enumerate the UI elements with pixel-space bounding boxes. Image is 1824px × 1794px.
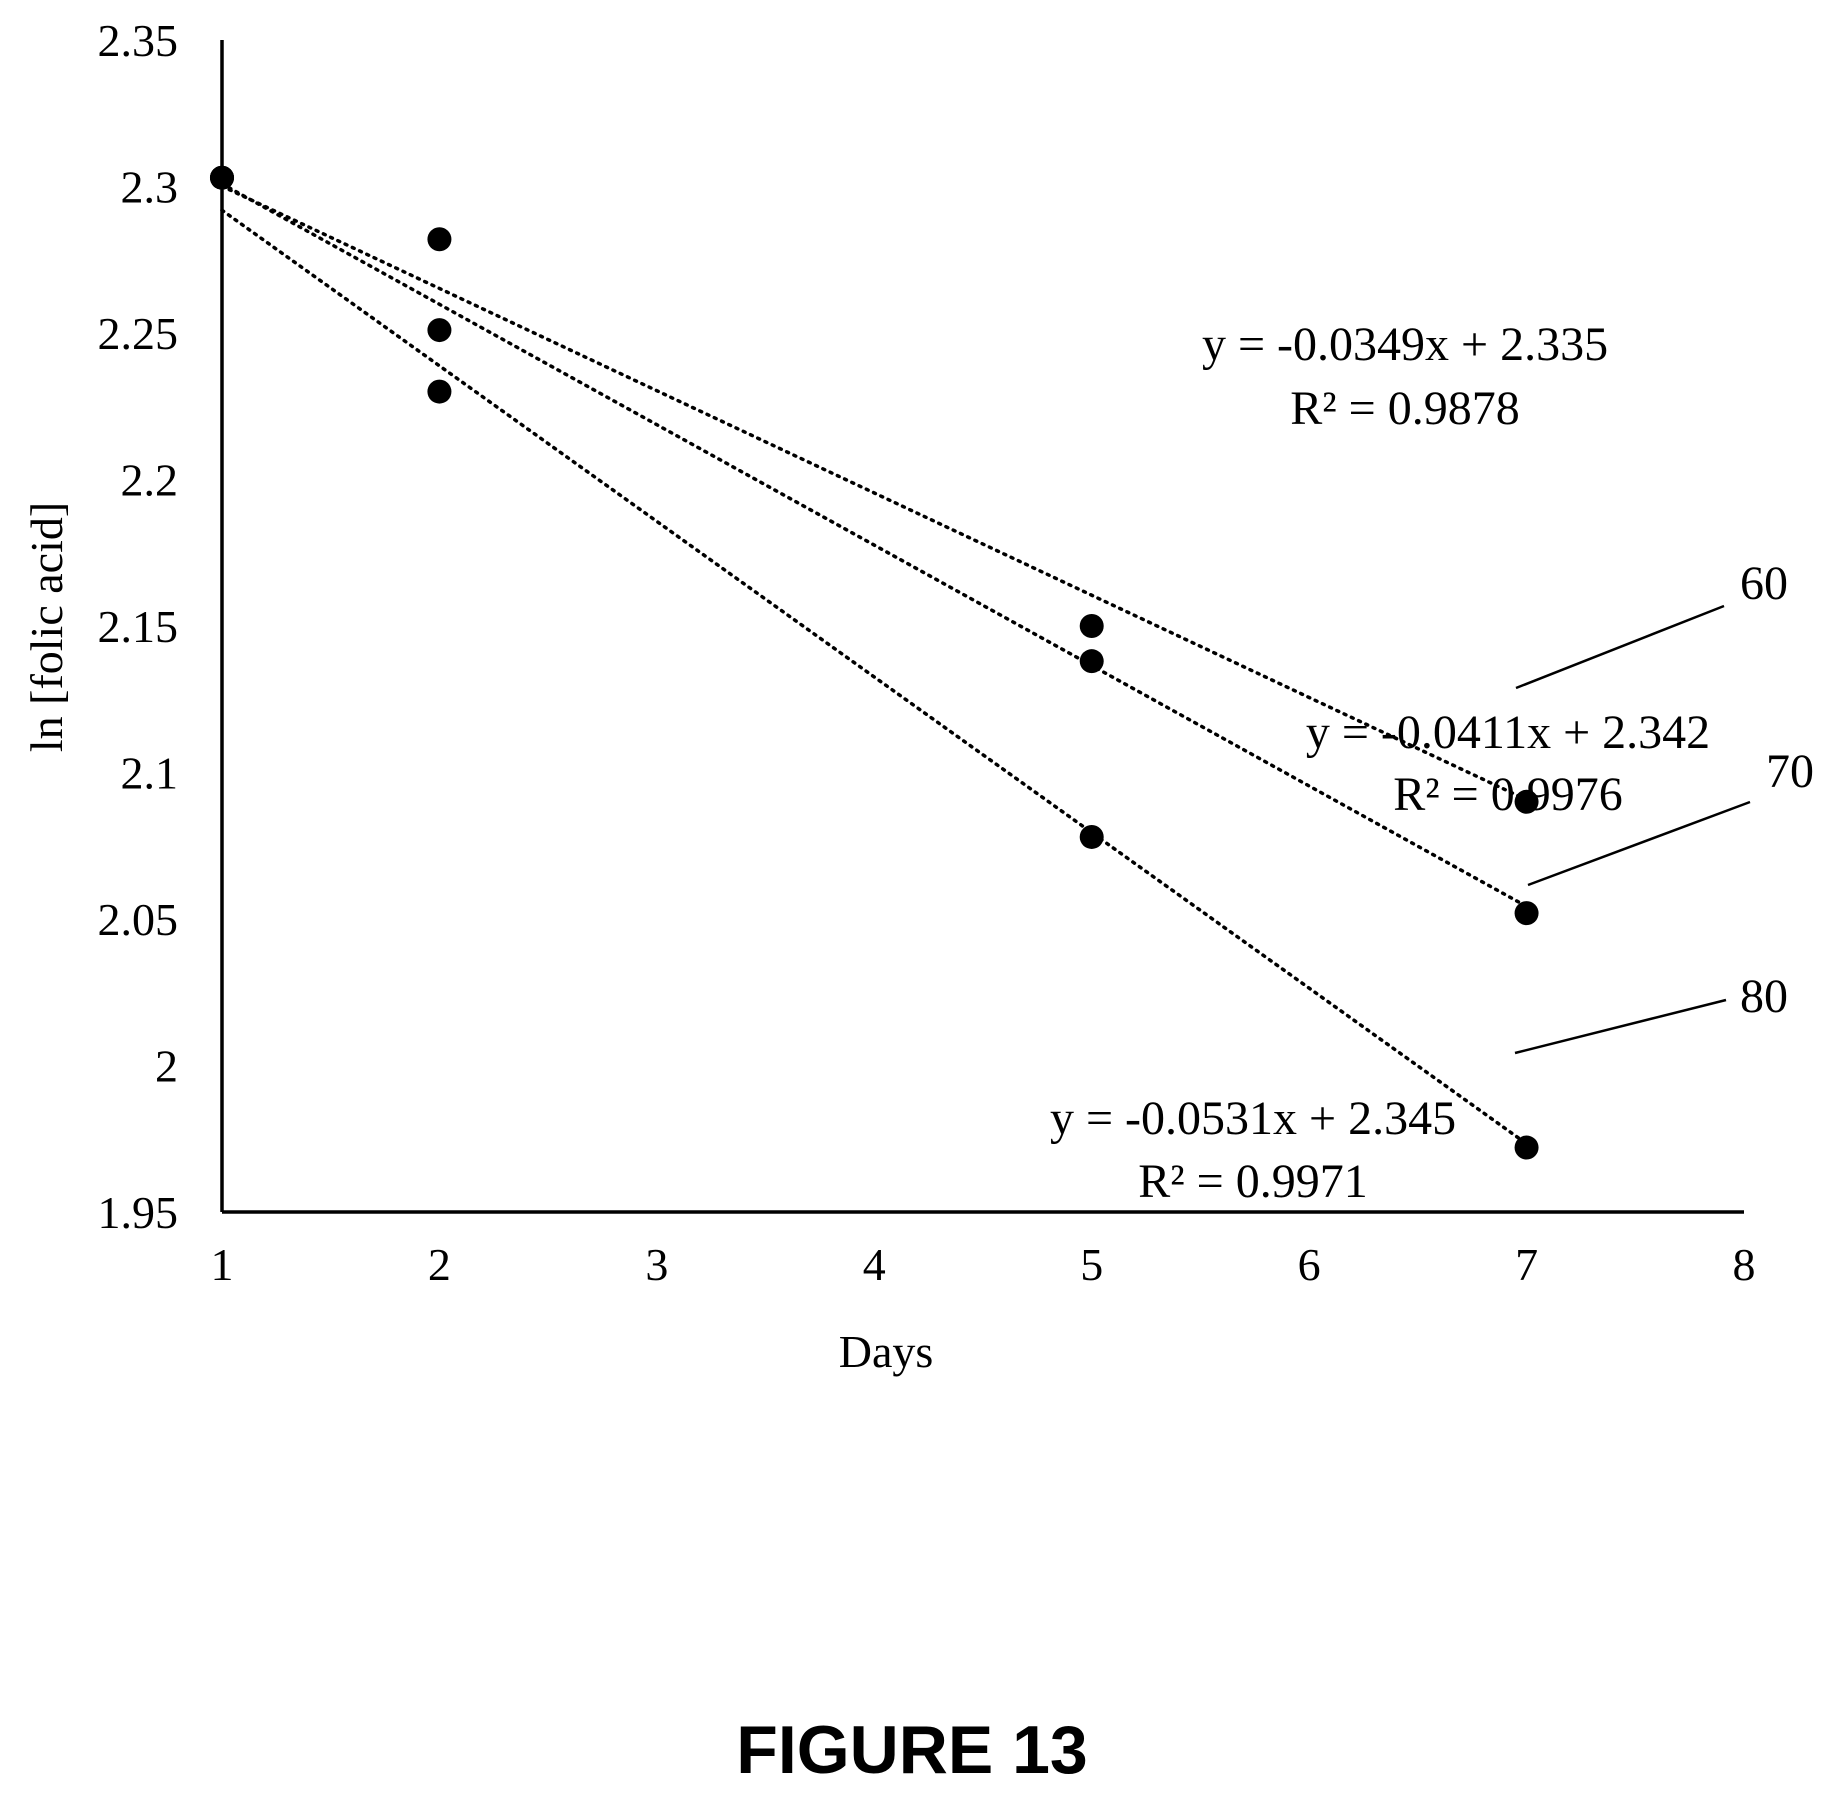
reference-label-80: 80 xyxy=(1514,970,1788,1055)
reference-label-70: 70 xyxy=(1527,745,1814,887)
data-points xyxy=(210,165,1539,1160)
data-point-60 xyxy=(427,227,452,252)
x-tick-label: 2 xyxy=(428,1239,451,1290)
x-tick-label: 3 xyxy=(645,1239,668,1290)
leader-line-80 xyxy=(1514,998,1727,1055)
x-tick-label: 1 xyxy=(211,1239,234,1290)
y-tick-label: 2.35 xyxy=(98,15,179,66)
x-tick-label: 5 xyxy=(1080,1239,1103,1290)
trendline-70 xyxy=(220,182,1529,909)
data-point-70 xyxy=(1514,901,1539,926)
figure-caption: FIGURE 13 xyxy=(736,1712,1088,1788)
y-tick-label: 1.95 xyxy=(98,1187,179,1238)
leader-line-70 xyxy=(1527,800,1751,887)
reference-numeral-80: 80 xyxy=(1740,970,1788,1023)
equation-series-60: y = -0.0349x + 2.335 R² = 0.9878 xyxy=(1202,318,1608,435)
data-point-80 xyxy=(1514,1135,1539,1160)
leader-line-60 xyxy=(1515,604,1725,690)
r-squared-60: R² = 0.9878 xyxy=(1290,382,1519,435)
r-squared-70: R² = 0.9976 xyxy=(1393,768,1622,821)
trendlines xyxy=(220,182,1529,1146)
equation-series-80: y = -0.0531x + 2.345 R² = 0.9971 xyxy=(1050,1092,1456,1208)
y-tick-label: 2.15 xyxy=(98,601,179,652)
data-point-80 xyxy=(427,379,452,404)
reference-numeral-60: 60 xyxy=(1740,557,1788,610)
data-point-60 xyxy=(1079,614,1104,638)
axes xyxy=(220,40,1744,1214)
x-tick-label: 7 xyxy=(1515,1239,1538,1290)
data-point-70 xyxy=(1079,649,1104,674)
trendline-60 xyxy=(220,184,1529,802)
r-squared-80: R² = 0.9971 xyxy=(1138,1155,1367,1208)
x-tick-label: 6 xyxy=(1298,1239,1321,1290)
data-point-80 xyxy=(1079,824,1104,849)
trendline-80 xyxy=(220,208,1529,1146)
equation-60: y = -0.0349x + 2.335 xyxy=(1202,318,1608,371)
reference-label-60: 60 xyxy=(1515,557,1788,690)
chart: 1 2 3 4 5 6 7 8 1.95 2 2.05 2.1 2.15 2.2 2.25 2.3 2.35 D… xyxy=(21,15,1814,1377)
x-axis-label: Days xyxy=(839,1326,934,1377)
y-tick-label: 2 xyxy=(155,1041,178,1092)
data-point-60 xyxy=(1514,789,1539,814)
y-tick-label: 2.1 xyxy=(121,748,179,799)
y-tick-label: 2.05 xyxy=(98,894,179,945)
x-tick-label: 8 xyxy=(1733,1239,1756,1290)
equation-80: y = -0.0531x + 2.345 xyxy=(1050,1092,1456,1145)
reference-numeral-70: 70 xyxy=(1766,745,1814,798)
equation-series-70: y = -0.0411x + 2.342 R² = 0.9976 xyxy=(1306,706,1710,821)
y-tick-label: 2.25 xyxy=(98,308,179,359)
data-point-70 xyxy=(427,318,452,343)
x-tick-label: 4 xyxy=(863,1239,886,1290)
tick-labels: 1 2 3 4 5 6 7 8 1.95 2 2.05 2.1 2.15 2.2 2.25 2.3 2.35 xyxy=(98,15,1756,1290)
y-tick-label: 2.3 xyxy=(121,162,179,213)
y-axis-label: ln [folic acid] xyxy=(21,502,72,752)
y-tick-label: 2.2 xyxy=(121,455,179,506)
equation-70: y = -0.0411x + 2.342 xyxy=(1306,706,1710,759)
